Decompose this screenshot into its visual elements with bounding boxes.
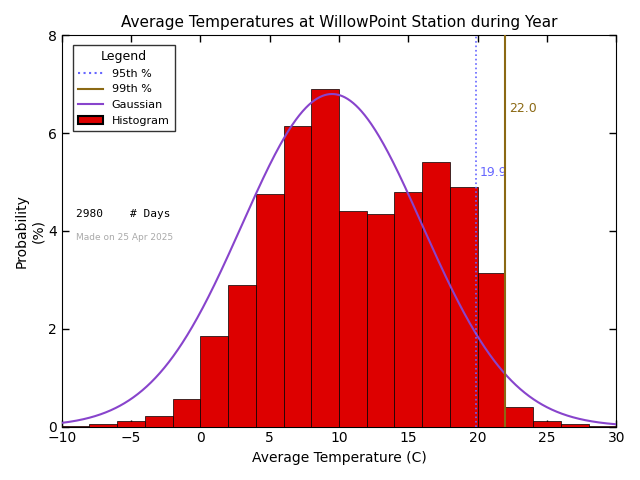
Bar [117,420,145,427]
Bar [589,426,616,427]
Bar [477,273,506,427]
Text: Made on 25 Apr 2025: Made on 25 Apr 2025 [76,233,173,242]
Title: Average Temperatures at WillowPoint Station during Year: Average Temperatures at WillowPoint Stat… [121,15,557,30]
Bar [450,187,477,427]
Y-axis label: Probability
(%): Probability (%) [15,194,45,268]
Bar [256,194,284,427]
X-axis label: Average Temperature (C): Average Temperature (C) [252,451,426,465]
Legend: 95th %, 99th %, Gaussian, Histogram: 95th %, 99th %, Gaussian, Histogram [73,45,175,131]
Bar [339,211,367,427]
Bar [228,285,256,427]
Bar [394,192,422,427]
Bar [422,163,450,427]
Bar [533,420,561,427]
Bar [311,89,339,427]
Bar [145,416,173,427]
Bar [200,336,228,427]
Bar [506,407,533,427]
Bar [561,424,589,427]
Bar [173,399,200,427]
Text: 22.0: 22.0 [509,102,536,115]
Bar [284,126,311,427]
Text: 19.9: 19.9 [480,166,508,179]
Bar [90,424,117,427]
Bar [61,426,90,427]
Text: 2980    # Days: 2980 # Days [76,209,170,219]
Bar [367,214,394,427]
